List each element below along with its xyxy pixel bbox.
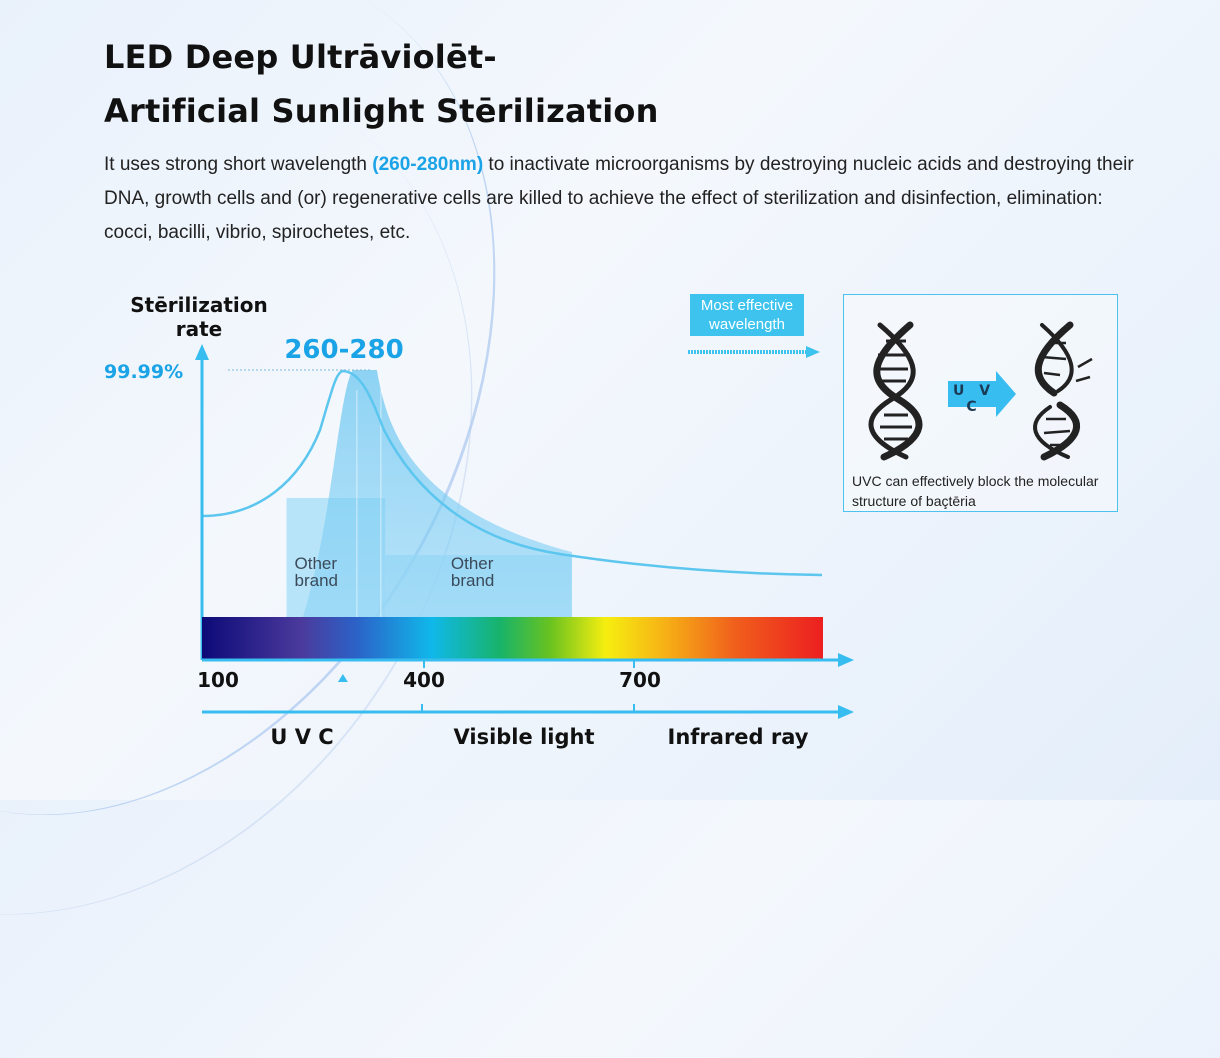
spectrum-bar bbox=[202, 617, 823, 659]
most-effective-wavelength-tag: Most effective wavelength bbox=[690, 294, 804, 336]
description-paragraph: It uses strong short wavelength (260-280… bbox=[104, 148, 1134, 250]
tag-line-2: wavelength bbox=[709, 316, 785, 333]
sterilization-chart: Stērilization rate 99.99% 260-280 Other … bbox=[104, 293, 854, 749]
x-tick-label: 400 bbox=[403, 668, 445, 692]
description-text-after: to inactivate microorganisms by destroyi… bbox=[104, 154, 1134, 243]
dna-broken-icon bbox=[1033, 321, 1093, 461]
peak-fill-area bbox=[302, 370, 572, 617]
band-label-line-2: brand bbox=[451, 571, 494, 590]
band-label-line-1: Other bbox=[295, 554, 338, 573]
dna-illustration bbox=[868, 321, 1093, 461]
uvc-dna-panel: U V C UVC can effectively block the mole… bbox=[843, 294, 1118, 512]
page-title: LED Deep Ultrāviolēt- Artificial Sunligh… bbox=[104, 30, 659, 138]
x-tick-label: 700 bbox=[619, 668, 661, 692]
band-label-line-2: brand bbox=[295, 571, 338, 590]
caption-line-1: UVC can effectively block the molecular bbox=[852, 473, 1099, 489]
panel-caption: UVC can effectively block the molecular … bbox=[852, 471, 1114, 511]
x-tick-label: 100 bbox=[197, 668, 239, 692]
band-label-line-1: Other bbox=[451, 554, 494, 573]
arrow-right-icon bbox=[948, 371, 1016, 417]
uvc-label: U V C bbox=[952, 383, 996, 415]
peak-value-label: 99.99% bbox=[104, 361, 183, 383]
y-axis-label-line-2: rate bbox=[176, 317, 222, 341]
callout-connector-arrow bbox=[806, 346, 820, 358]
description-text-before: It uses strong short wavelength bbox=[104, 154, 373, 175]
peak-wavelength-marker bbox=[337, 674, 348, 682]
caption-line-2: structure of baçtēria bbox=[852, 493, 976, 509]
dna-icon bbox=[868, 321, 923, 461]
region-label-infrared: Infrared ray bbox=[668, 725, 809, 749]
tag-line-1: Most effective bbox=[700, 297, 794, 314]
wavelength-highlight: (260-280nm) bbox=[372, 154, 484, 175]
region-label-visible: Visible light bbox=[454, 725, 595, 749]
region-label-uvc: U V C bbox=[270, 725, 333, 749]
sterilization-curve bbox=[201, 369, 823, 577]
title-line-1: LED Deep Ultrāviolēt- bbox=[104, 38, 497, 76]
x-axis-arrow bbox=[838, 653, 854, 667]
title-line-2: Artificial Sunlight Stērilization bbox=[104, 92, 659, 130]
y-axis-arrow bbox=[195, 344, 209, 360]
y-axis-label-line-1: Stērilization bbox=[130, 293, 268, 317]
peak-range-label: 260-280 bbox=[284, 335, 403, 365]
region-axis-arrow bbox=[838, 705, 854, 719]
